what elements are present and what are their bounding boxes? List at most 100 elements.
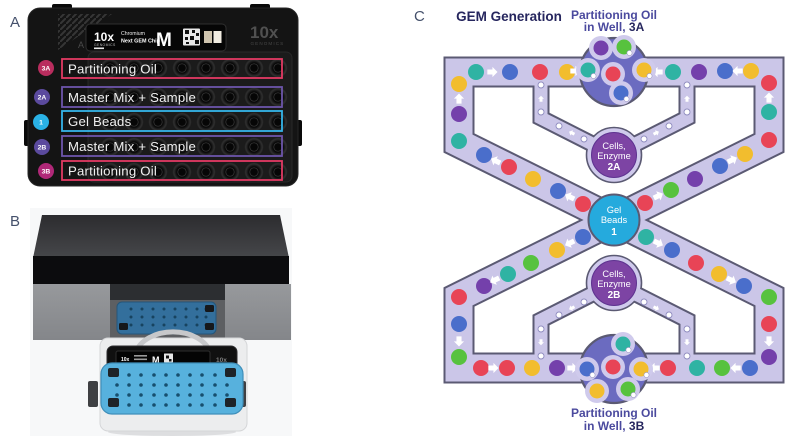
gasket-dot bbox=[162, 323, 166, 327]
tray-chip-brand: 10x bbox=[121, 357, 130, 363]
gasket-dot bbox=[184, 307, 188, 311]
gasket-dot bbox=[139, 403, 143, 407]
node-2a-line1: Cells, bbox=[602, 141, 625, 151]
chip-well-center bbox=[249, 142, 259, 152]
reagent-row-label: Master Mix + Sample bbox=[68, 90, 196, 105]
gasket-dot bbox=[173, 315, 177, 319]
bead-dot bbox=[717, 63, 733, 79]
reagent-row-outline bbox=[61, 110, 283, 132]
flow-arrow-icon bbox=[730, 362, 741, 374]
bead-dot bbox=[660, 360, 676, 376]
gem-bead bbox=[605, 359, 621, 375]
well-3b-label-line1: Partitioning Oil bbox=[571, 406, 657, 420]
chip-well-center bbox=[201, 92, 211, 102]
panel-label-b: B bbox=[10, 213, 20, 230]
row-badge bbox=[34, 89, 50, 105]
well-3a-label-id: 3A bbox=[629, 20, 645, 34]
oil-flow-arrow-icon bbox=[538, 95, 544, 102]
oil-channel bbox=[611, 277, 694, 368]
oil-channel bbox=[534, 277, 617, 368]
chip-well-center bbox=[225, 142, 235, 152]
bead-dot bbox=[638, 229, 654, 245]
row-badge bbox=[33, 114, 49, 130]
gasket-dot bbox=[139, 383, 143, 387]
panel-c: C GEM Generation Partitioning Oil in Wel… bbox=[414, 8, 785, 433]
bead-dot bbox=[502, 64, 518, 80]
reagent-rows: Partitioning Oil 3A Master Mix + Sample 2A G… bbox=[33, 58, 283, 181]
panel-label-c: C bbox=[414, 8, 425, 25]
bead-dot bbox=[473, 360, 489, 376]
bead-dot bbox=[549, 242, 565, 258]
well-3b-label-id: 3B bbox=[629, 419, 645, 433]
chip-well-center bbox=[129, 142, 139, 152]
chip-well-center bbox=[273, 117, 283, 127]
oil-droplet bbox=[665, 311, 673, 319]
inner-gasket-clip bbox=[205, 305, 214, 312]
bead-dot bbox=[476, 147, 492, 163]
inner-gasket-dots bbox=[129, 307, 208, 327]
oil-droplet bbox=[537, 325, 545, 333]
bead-dot bbox=[737, 146, 753, 162]
well-3a-label-line1: Partitioning Oil bbox=[571, 8, 657, 22]
flow-arrow-icon bbox=[652, 191, 663, 201]
oil-flow-arrow-icon bbox=[684, 339, 690, 346]
bead-dot bbox=[761, 132, 777, 148]
bead-dot bbox=[524, 360, 540, 376]
plate-brand: 10x bbox=[94, 30, 114, 44]
gasket-dot bbox=[213, 383, 217, 387]
bead-dot bbox=[451, 133, 467, 149]
reagent-row-outline bbox=[61, 86, 283, 108]
bead-dot bbox=[549, 360, 565, 376]
chip-well-center bbox=[273, 92, 283, 102]
flow-arrow-icon bbox=[488, 362, 499, 374]
chip-well-center bbox=[177, 92, 187, 102]
row-badge bbox=[34, 139, 50, 155]
row-badge bbox=[38, 60, 54, 76]
flow-arrow-icon bbox=[565, 238, 576, 248]
reagent-row-label: Gel Beads bbox=[68, 114, 132, 129]
gasket-dot bbox=[127, 373, 131, 377]
tray-chip-microtext bbox=[134, 355, 147, 357]
gasket-dot bbox=[127, 393, 131, 397]
bead-dot bbox=[742, 360, 758, 376]
chip-well-center bbox=[225, 117, 235, 127]
tray-rail-left bbox=[88, 381, 98, 407]
bead-dot bbox=[664, 242, 680, 258]
gasket-dot bbox=[200, 373, 204, 377]
chip-well-center bbox=[249, 117, 259, 127]
inner-gasket-clip bbox=[205, 323, 214, 330]
well-3a-label-prefix: in Well, bbox=[584, 20, 629, 34]
gasket-dot bbox=[140, 315, 144, 319]
reagent-row-outline bbox=[61, 58, 283, 79]
chip-well-center bbox=[225, 167, 235, 177]
plate-swatch-left bbox=[204, 31, 212, 43]
reagent-row-label: Partitioning Oil bbox=[68, 61, 157, 76]
row-badge bbox=[38, 163, 54, 179]
tray-chip-datamatrix-pixel bbox=[169, 359, 172, 362]
chip-well-center bbox=[273, 142, 283, 152]
bead-dot bbox=[743, 63, 759, 79]
bead-dot bbox=[637, 195, 653, 211]
gasket-clip bbox=[108, 398, 119, 407]
chip-well-center bbox=[153, 142, 163, 152]
tray-chip-gasket bbox=[100, 362, 244, 415]
oil-flow-arrow-icon bbox=[652, 130, 659, 136]
bead-dot bbox=[451, 316, 467, 332]
flow-arrow-icon bbox=[565, 192, 576, 202]
gasket-clip bbox=[225, 398, 236, 407]
reagent-row-label: Master Mix + Sample bbox=[68, 139, 196, 154]
datamatrix-icon bbox=[183, 28, 200, 46]
gasket-dot bbox=[213, 393, 217, 397]
gasket-dot bbox=[152, 383, 156, 387]
oil-flow-arrow-icon bbox=[684, 95, 690, 102]
oil-droplet bbox=[555, 311, 563, 319]
chip-well-center bbox=[153, 167, 163, 177]
tray-chip-variant: M bbox=[152, 355, 160, 365]
gem-oil-dot bbox=[630, 392, 637, 398]
bead-dot bbox=[691, 64, 707, 80]
chip-well-center bbox=[129, 167, 139, 177]
panel-a: A 10x GENOMICS Chromium Next GEM Chip M bbox=[10, 4, 302, 187]
gel-beads-line1: Gel bbox=[607, 205, 621, 215]
gasket-dot bbox=[151, 307, 155, 311]
gasket-dot bbox=[200, 393, 204, 397]
